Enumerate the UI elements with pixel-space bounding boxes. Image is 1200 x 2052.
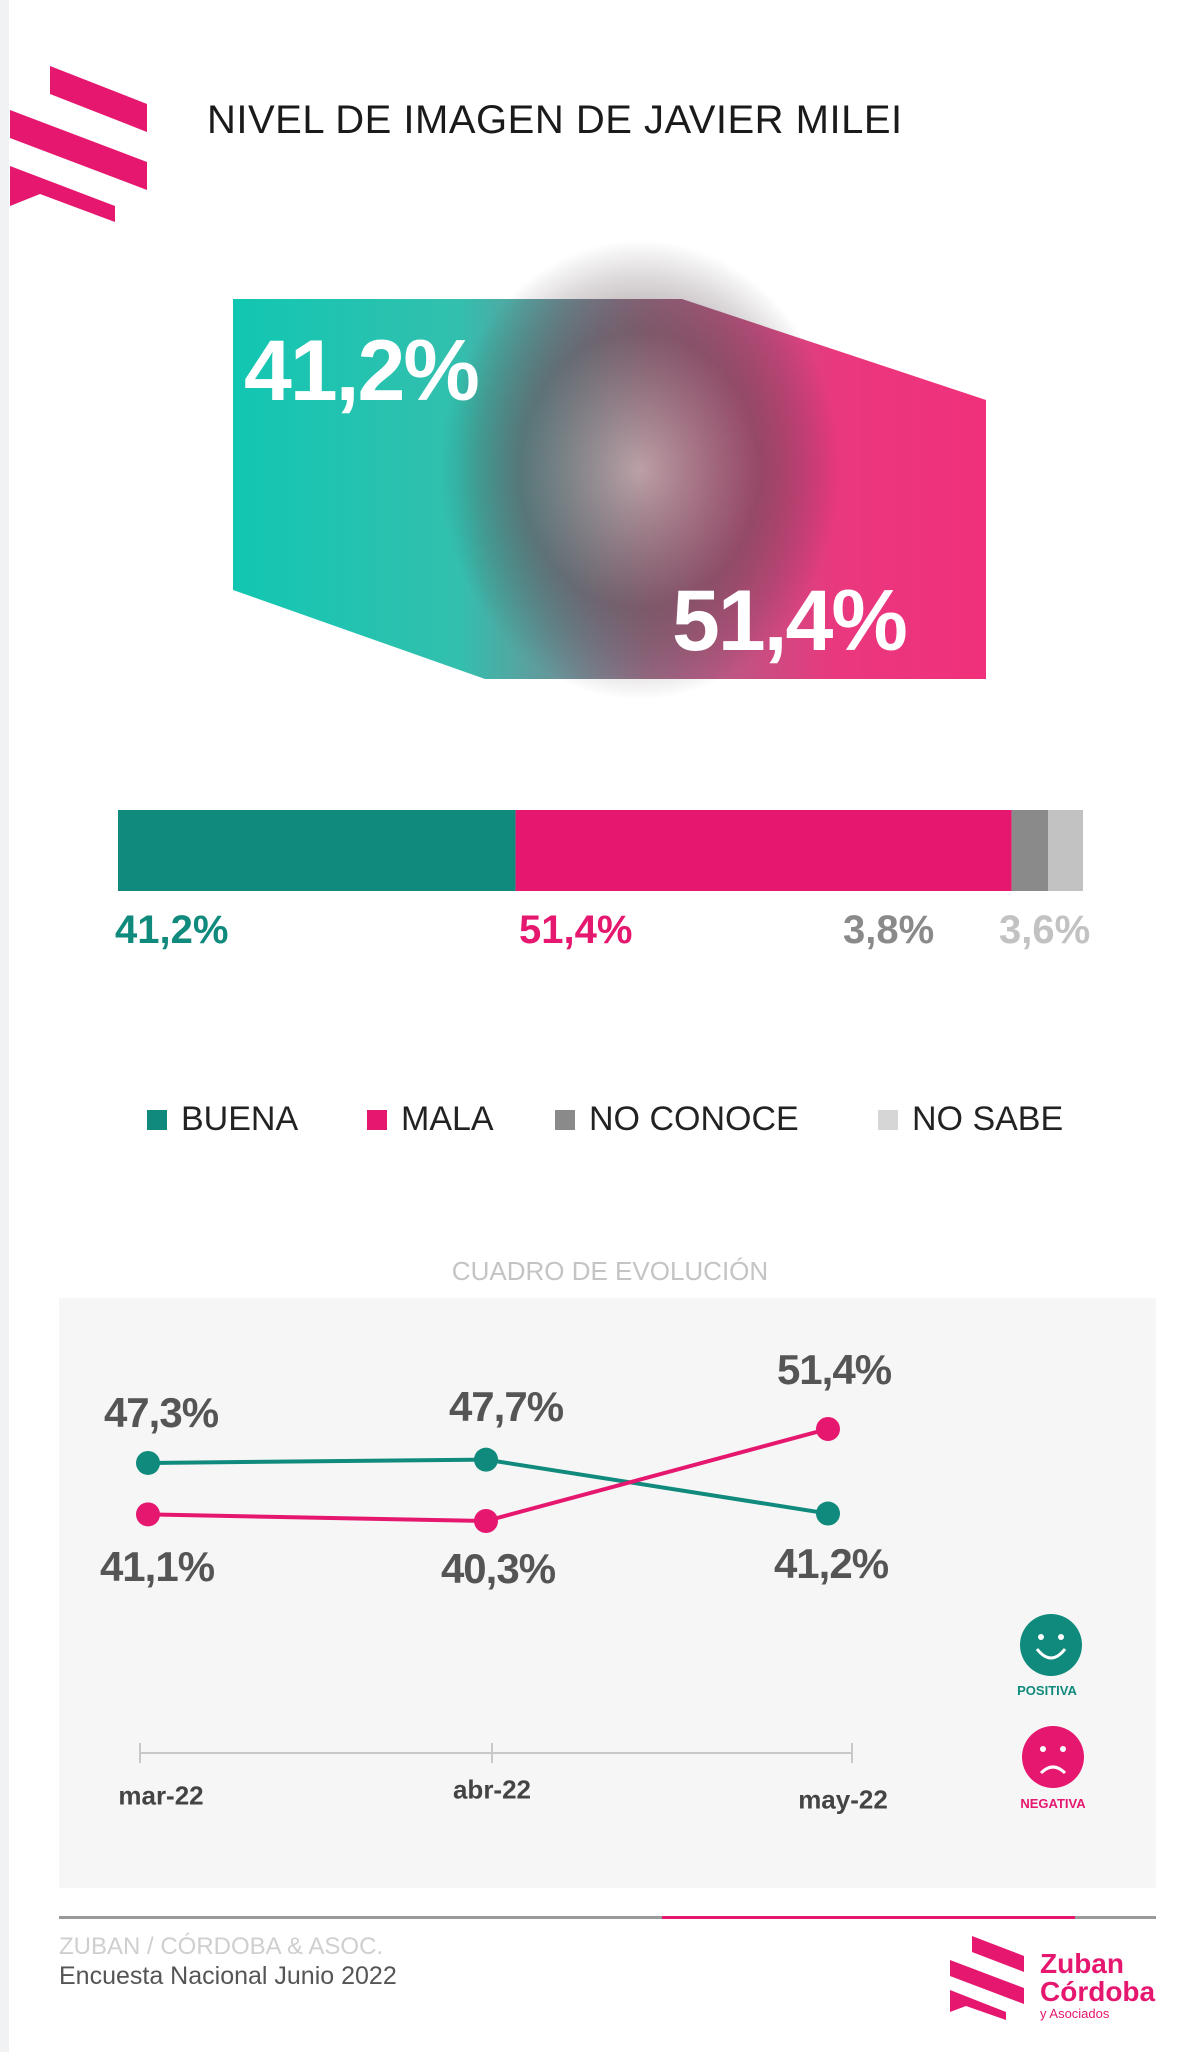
legend-swatch <box>878 1109 898 1130</box>
data-point-negativa <box>474 1509 498 1533</box>
legend-swatch <box>555 1109 575 1130</box>
data-point-positiva <box>816 1501 840 1526</box>
data-point-positiva <box>136 1450 160 1475</box>
x-tick-label: mar-22 <box>118 1780 204 1811</box>
data-label-negativa: 51,4% <box>776 1346 892 1393</box>
legend-item-no-conoce: NO CONOCE <box>555 1100 799 1139</box>
left-strip <box>0 0 9 2052</box>
bar-label-mala: 51,4% <box>519 908 633 952</box>
bar-segment-no-conoce <box>1011 810 1049 891</box>
bar-segment-no-sabe <box>1048 810 1083 891</box>
data-label-negativa: 40,3% <box>440 1545 556 1592</box>
legend-label: NO CONOCE <box>589 1100 799 1138</box>
data-point-negativa <box>136 1502 160 1527</box>
legend-item-buena: BUENA <box>147 1100 298 1139</box>
footer-source: ZUBAN / CÓRDOBA & ASOC. <box>59 1933 384 1960</box>
data-label-positiva: 47,3% <box>103 1389 219 1436</box>
legend-swatch <box>367 1109 387 1130</box>
frown-negative-icon <box>1022 1726 1084 1788</box>
evolution-title: CUADRO DE EVOLUCIÓN <box>451 1256 769 1286</box>
bar-label-no-conoce: 3,8% <box>843 908 935 952</box>
hero-good-value: 41,2% <box>244 323 480 419</box>
bar-segment-buena <box>118 810 516 891</box>
legend-item-mala: MALA <box>367 1100 494 1139</box>
page-title: NIVEL DE IMAGEN DE JAVIER MILEI <box>207 98 903 142</box>
footer-brand-line3: y Asociados <box>1040 2006 1110 2021</box>
bar-segment-mala <box>515 810 1012 891</box>
data-label-positiva: 41,2% <box>773 1540 889 1587</box>
legend-swatch <box>147 1109 167 1130</box>
legend-label: NO SABE <box>912 1100 1064 1138</box>
footer-brand-line1: Zuban <box>1040 1948 1124 1979</box>
hero-bad-value: 51,4% <box>672 573 908 669</box>
bar-label-no-sabe: 3,6% <box>999 908 1091 952</box>
x-tick-label: abr-22 <box>452 1774 532 1805</box>
legend-positiva-label: POSITIVA <box>1017 1683 1077 1698</box>
legend-item-no-sabe: NO SABE <box>878 1100 1063 1139</box>
legend-negativa-label: NEGATIVA <box>1020 1796 1086 1811</box>
smiley-positive-icon <box>1020 1614 1082 1676</box>
data-point-positiva <box>474 1447 498 1472</box>
footer-brand-line2: Córdoba <box>1040 1976 1156 2007</box>
data-label-positiva: 47,7% <box>448 1383 564 1430</box>
evolution-panel <box>59 1298 1156 1888</box>
footer-logo-icon <box>950 1936 1024 2020</box>
bar-label-buena: 41,2% <box>115 908 229 952</box>
data-label-negativa: 41,1% <box>99 1543 215 1590</box>
brand-logo-icon <box>10 66 147 222</box>
footer-divider-accent <box>662 1916 1075 1919</box>
footer-divider <box>59 1916 1156 1919</box>
series-line-negativa <box>147 1427 829 1524</box>
stacked-bar <box>118 810 1083 891</box>
legend-label: BUENA <box>181 1100 299 1138</box>
data-point-negativa <box>816 1416 840 1441</box>
legend-label: MALA <box>401 1100 494 1138</box>
footer-survey: Encuesta Nacional Junio 2022 <box>59 1962 397 1990</box>
hero-photo <box>233 240 986 700</box>
x-tick-label: may-22 <box>798 1784 888 1815</box>
